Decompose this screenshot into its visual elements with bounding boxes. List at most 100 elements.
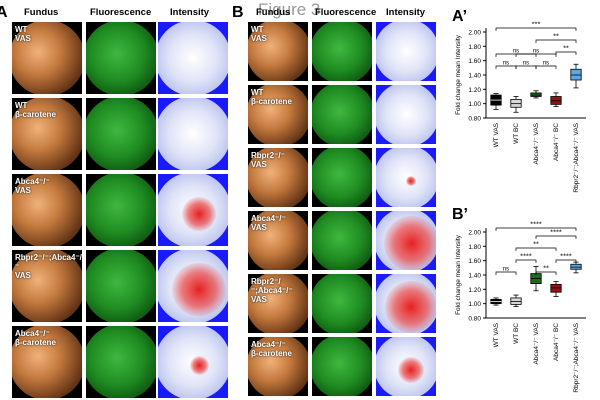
panel-a-tile-intens-0 — [158, 22, 228, 94]
chart1-sig-label-6: **** — [530, 220, 542, 229]
chart1-sig-bracket-5 — [535, 235, 577, 239]
panel-b-row-label-line1-2: Rbpr2⁻/⁻ — [251, 151, 285, 160]
panel-a-tile-fundus-0: WT VAS — [12, 22, 82, 94]
panel-b-row-label-line2-4: VAS — [251, 295, 267, 304]
panel-a-row-label-1: WT β-carotene — [15, 101, 56, 119]
panel-a-tile-fluor-1 — [86, 98, 156, 170]
panel-b-tile-intens-2 — [376, 148, 436, 207]
panel-a-retina-intens-1 — [158, 98, 228, 170]
panel-b-row-label-line1-0: WT — [251, 25, 264, 34]
panel-b-retina-fluor-5 — [312, 337, 372, 396]
panel-b-tile-intens-5 — [376, 337, 436, 396]
panel-b-retina-fundus-1 — [248, 85, 308, 144]
panel-a-tile-fundus-1: WT β-carotene — [12, 98, 82, 170]
panel-a-retina-fundus-2 — [12, 174, 82, 246]
chart0-category-4: Rbpr2⁻/⁻;Abca4⁻/⁻ VAS — [573, 122, 580, 192]
panel-a-tile-fluor-3 — [86, 250, 156, 322]
chart1-category-1: WT BC — [513, 323, 520, 344]
panel-a-tile-intens-1 — [158, 98, 228, 170]
panel-a-tile-fluor-4 — [86, 326, 156, 398]
panel-b-tile-fluor-2 — [312, 148, 372, 207]
panel-b-tile-intens-0 — [376, 22, 436, 81]
panel-a-retina-intens-0 — [158, 22, 228, 94]
chart1-ytick-label-1: 1.00 — [468, 301, 481, 308]
panel-b-row-label-3: Abca4⁻/⁻ VAS — [251, 214, 286, 232]
panel-b-retina-intens-0 — [376, 22, 436, 81]
chart1-category-2: Abca4⁻/⁻ VAS — [533, 322, 540, 364]
chart1-sig-label-3: ** — [543, 264, 549, 273]
panel-a-tile-fluor-2 — [86, 174, 156, 246]
panel-b-col-fundus: Fundus — [256, 7, 291, 18]
panel-a-col-intensity: Intensity — [170, 7, 210, 18]
chart0-sig-label-1: ns — [523, 61, 529, 67]
panel-b-tile-fluor-0 — [312, 22, 372, 81]
chart1-sig-bracket-1 — [515, 259, 537, 263]
panel-a-retina-fluor-2 — [86, 174, 156, 246]
chart1-sig-label-1: **** — [520, 252, 532, 261]
panel-b-tile-fluor-4 — [312, 274, 372, 333]
chart1-sig-label-5: **** — [550, 228, 562, 237]
panel-b-tile-fundus-2: Rbpr2⁻/⁻ VAS — [248, 148, 308, 207]
chart1-ytick-label-2: 1.20 — [468, 287, 481, 294]
panel-b-retina-fundus-4 — [248, 274, 308, 333]
chart1-ytick-label-4: 1.60 — [468, 258, 481, 265]
chart0-category-2: Abca4⁻/⁻ VAS — [533, 122, 540, 164]
panel-a-retina-fluor-4 — [86, 326, 156, 398]
chart0-sig-label-4: ns — [533, 49, 539, 55]
panel-b-hotspot-5 — [398, 356, 425, 383]
panel-b-col-intensity: Intensity — [386, 7, 426, 18]
panel-b-row-label-line2-5: β-carotene — [251, 349, 292, 358]
chart1-ytick-label-5: 1.80 — [468, 244, 481, 251]
panel-b-retina-intens-1 — [376, 85, 436, 144]
chart0-sig-bracket-6 — [535, 39, 577, 43]
panel-b-retina-fluor-0 — [312, 22, 372, 81]
panel-a-row-label-4: Abca4⁻/⁻ β-carotene — [15, 329, 56, 347]
panel-a-row-label-line2-1: β-carotene — [15, 110, 56, 119]
panel-b-tile-intens-4 — [376, 274, 436, 333]
panel-a-row-label-line2-2: VAS — [15, 186, 31, 195]
chart0-category-1: WT BC — [513, 123, 520, 144]
panel-a-tile-fundus-3: Rbpr2⁻/⁻;Abca4⁻/⁻ VAS — [12, 250, 82, 322]
panel-a-tile-fluor-0 — [86, 22, 156, 94]
panel-a-row-label-line2-0: VAS — [15, 34, 31, 43]
panel-a-row-label-line1-3: Rbpr2⁻/⁻;Abca4⁻/⁻ — [15, 253, 82, 271]
panel-b-letter: B — [232, 4, 244, 21]
panel-b-retina-fundus-0 — [248, 22, 308, 81]
panel-b-retina-intens-2 — [376, 148, 436, 207]
panel-b-retina-fluor-4 — [312, 274, 372, 333]
panel-a-hotspot-3 — [172, 263, 226, 317]
panel-a-hotspot-2 — [181, 196, 217, 231]
chart0-category-0: WT VAS — [493, 122, 500, 147]
panel-a-hotspot-4 — [189, 356, 209, 376]
panel-b-row-label-line1-5: Abca4⁻/⁻ — [251, 340, 286, 349]
panel-a-prime-letter: A’ — [452, 8, 468, 25]
panel-a-col-fundus: Fundus — [24, 7, 59, 18]
chart1-ytick-label-0: 0.80 — [468, 316, 481, 323]
panel-a-row-label-line1-1: WT — [15, 101, 28, 110]
panel-b-row-label-1: WT β-carotene — [251, 88, 292, 106]
chart0-sig-label-5: ** — [563, 44, 569, 53]
panel-b-row-label-0: WT VAS — [251, 25, 267, 43]
chart1-category-4: Rbpr2⁻/⁻;Abca4⁻/⁻ VAS — [573, 322, 580, 392]
panel-a-row-label-3: Rbpr2⁻/⁻;Abca4⁻/⁻ VAS — [15, 253, 82, 280]
panel-a-retina-fundus-0 — [12, 22, 82, 94]
chart1-sig-label-0: ns — [503, 267, 509, 273]
panel-b-tile-intens-3 — [376, 211, 436, 270]
panel-b-tile-fluor-5 — [312, 337, 372, 396]
chart0-sig-bracket-7 — [495, 27, 577, 31]
chart0-ytick-label-3: 1.40 — [468, 73, 481, 80]
panel-b-tile-fluor-3 — [312, 211, 372, 270]
panel-a-row-label-line2-4: β-carotene — [15, 338, 56, 347]
panel-b-tile-fundus-0: WT VAS — [248, 22, 308, 81]
chart1-sig-bracket-6 — [495, 227, 577, 231]
chart0-ytick-label-2: 1.20 — [468, 87, 481, 94]
panel-b-hotspot-2 — [406, 175, 417, 186]
chart0-sig-label-2: ns — [543, 61, 549, 67]
panel-b-retina-fundus-2 — [248, 148, 308, 207]
chart-a-prime: 0.80 1.00 1.20 1.40 1.60 1.80 2.00 Fold change … — [455, 20, 586, 193]
panel-b-prime-letter: B’ — [452, 206, 468, 223]
chart0-ytick-label-1: 1.00 — [468, 101, 481, 108]
panel-a-row-label-line1-0: WT — [15, 25, 28, 34]
chart0-sig-label-3: ns — [513, 49, 519, 55]
panel-a-tile-fundus-2: Abca4⁻/⁻ VAS — [12, 174, 82, 246]
